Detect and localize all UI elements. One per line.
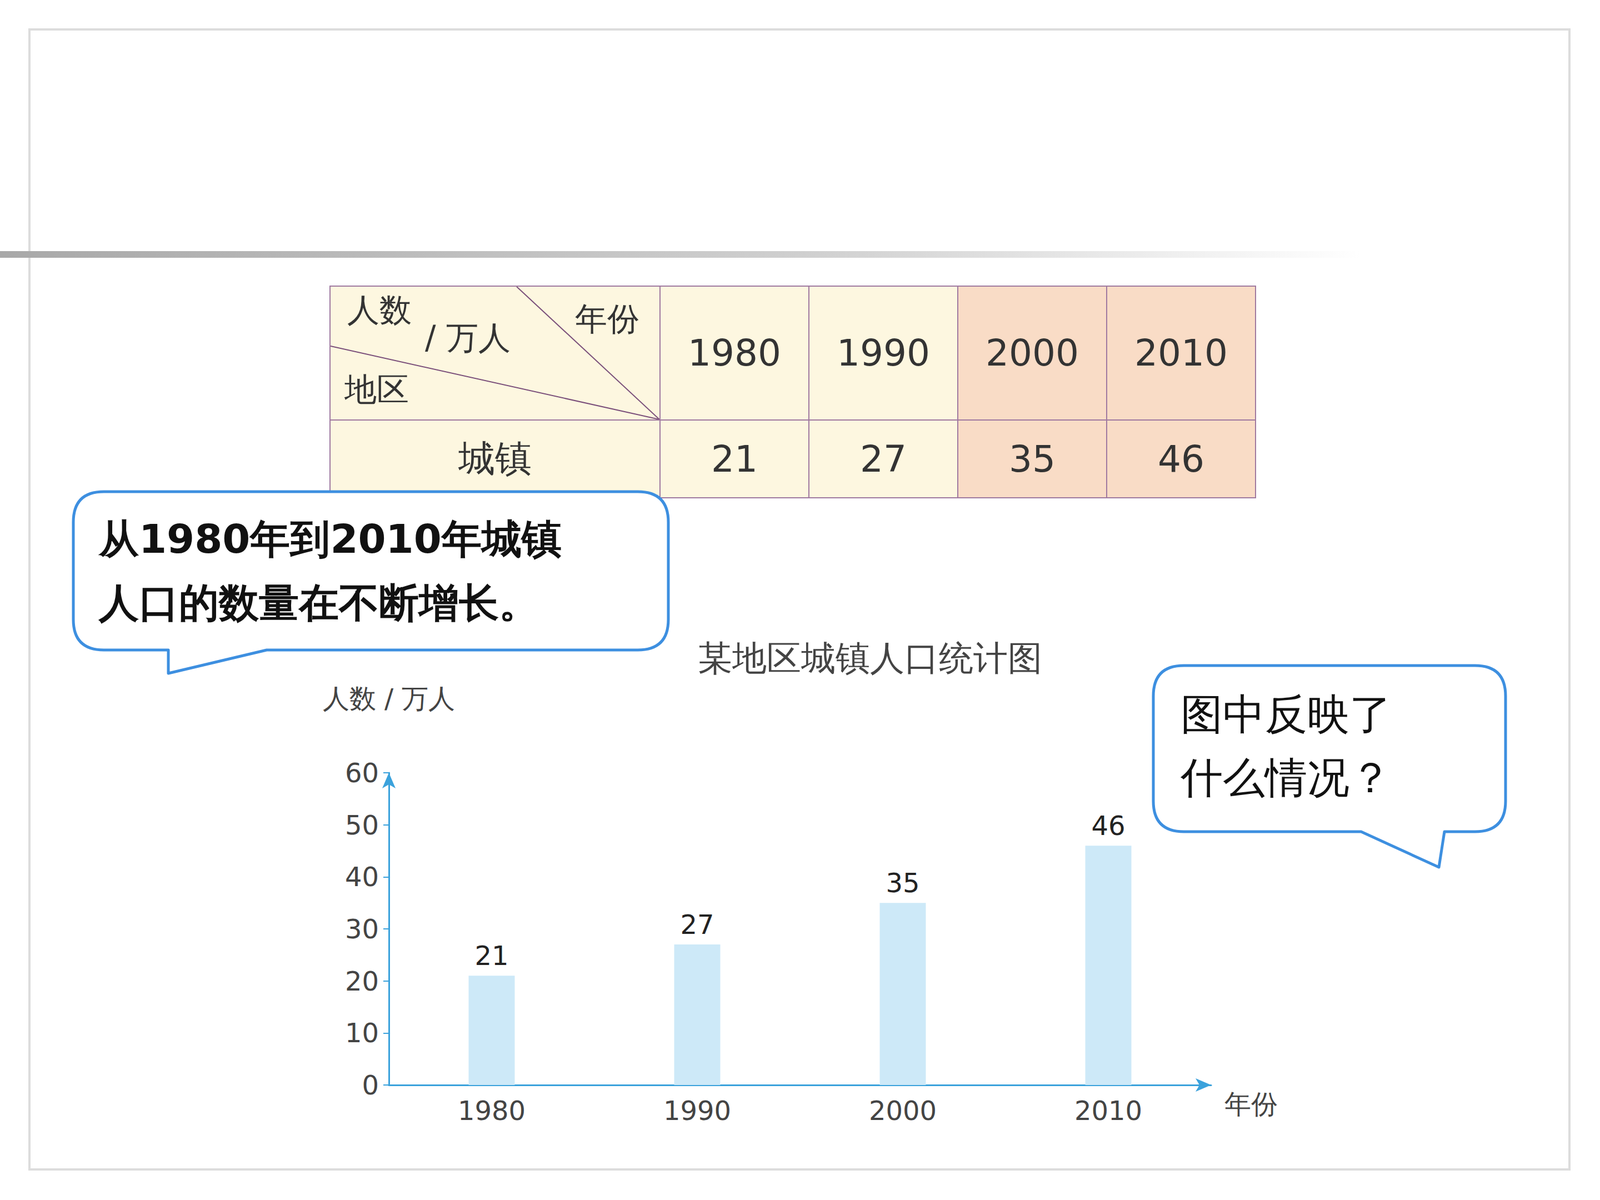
svg-text:10: 10: [345, 1017, 379, 1049]
svg-text:某地区城镇人口统计图: 某地区城镇人口统计图: [697, 637, 1043, 679]
html-text:1990: 1990: [836, 331, 930, 375]
svg-text:20: 20: [345, 965, 379, 997]
html-text:35: 35: [1008, 437, 1056, 481]
svg-text:/ 万人: / 万人: [425, 318, 511, 357]
svg-text:60: 60: [345, 757, 379, 789]
svg-text:2010: 2010: [1074, 1095, 1143, 1127]
html-text:2010: 2010: [1134, 331, 1228, 375]
svg-text:什么情况？: 什么情况？: [1180, 752, 1392, 803]
svg-text:从1980年到2010年城镇: 从1980年到2010年城镇: [97, 515, 562, 563]
svg-text:1980: 1980: [457, 1095, 526, 1127]
svg-text:50: 50: [345, 809, 379, 841]
svg-text:40: 40: [345, 861, 379, 893]
svg-text:人口的数量在不断增长。: 人口的数量在不断增长。: [97, 579, 539, 627]
svg-text:年份: 年份: [1224, 1088, 1278, 1120]
svg-text:2000: 2000: [868, 1095, 937, 1127]
svg-text:地区: 地区: [343, 370, 409, 409]
svg-text:1990: 1990: [663, 1095, 732, 1127]
html-text:2000: 2000: [985, 331, 1079, 375]
svg-text:30: 30: [345, 913, 379, 945]
svg-text:图中反映了: 图中反映了: [1180, 689, 1392, 739]
svg-text:年份: 年份: [575, 300, 640, 338]
svg-text:27: 27: [680, 908, 714, 940]
html-text:27: 27: [860, 437, 907, 481]
svg-text:21: 21: [474, 940, 509, 972]
svg-text:46: 46: [1091, 810, 1125, 842]
svg-text:0: 0: [361, 1069, 379, 1101]
svg-text:35: 35: [885, 867, 920, 899]
svg-text:人数 / 万人: 人数 / 万人: [322, 682, 456, 714]
svg-text:人数: 人数: [347, 291, 412, 329]
html-text:1980: 1980: [687, 331, 782, 375]
html-text:46: 46: [1157, 437, 1205, 481]
html-text:城镇: 城镇: [458, 437, 532, 480]
html-text:21: 21: [711, 437, 758, 481]
